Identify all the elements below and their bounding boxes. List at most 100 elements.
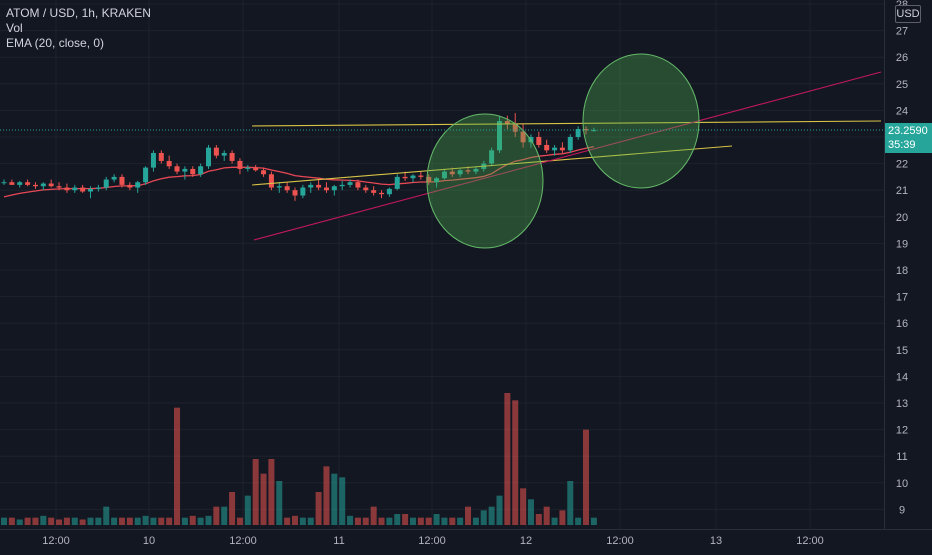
candle-body	[292, 190, 298, 196]
volume-bar	[480, 510, 487, 525]
candle-body	[48, 183, 54, 187]
price-tick-label: 12	[896, 425, 908, 437]
price-tick-label: 19	[896, 238, 908, 250]
candle	[575, 126, 581, 140]
candle	[80, 184, 86, 193]
volume-bar	[221, 506, 228, 525]
candle-body	[213, 147, 219, 156]
candle	[1, 179, 7, 185]
volume-bar	[166, 517, 173, 525]
volume-bar	[575, 517, 582, 525]
candle-body	[489, 150, 495, 164]
volume-bar	[126, 517, 133, 525]
candle-body	[127, 184, 133, 188]
time-tick-label: 12:00	[42, 535, 70, 547]
trendline-red[interactable]	[253, 71, 882, 241]
candle-body	[583, 129, 589, 131]
price-tick-label: 9	[899, 504, 905, 516]
candle-body	[284, 186, 290, 191]
price-tick-label: 10	[896, 478, 908, 490]
drawings[interactable]	[251, 53, 882, 249]
candle	[426, 174, 432, 185]
candle	[276, 182, 282, 193]
candle-body	[308, 184, 314, 188]
candle-body	[25, 182, 31, 185]
candle-body	[434, 178, 440, 183]
candle	[292, 187, 298, 201]
volume-bar	[347, 515, 354, 525]
volume-bar	[386, 517, 393, 525]
time-tick-label: 12:00	[229, 535, 257, 547]
highlight-circle-right[interactable]	[582, 53, 700, 189]
candle-body	[323, 187, 329, 191]
volume-bar	[292, 515, 299, 525]
volume-indicator-label[interactable]: Vol	[6, 21, 23, 35]
candle-body	[402, 176, 408, 179]
candle	[308, 182, 314, 193]
volume-bar	[307, 517, 314, 525]
candle-body	[135, 182, 141, 188]
trendline-yellow-upper[interactable]	[251, 120, 882, 127]
symbol-title[interactable]: ATOM / USD, 1h, KRAKEN	[6, 6, 151, 20]
candle-body	[72, 187, 78, 191]
candle-body	[371, 190, 377, 193]
ema-indicator-label[interactable]: EMA (20, close, 0)	[6, 36, 105, 50]
highlight-circle-left[interactable]	[426, 113, 544, 249]
candle-body	[88, 188, 94, 192]
volume-bar	[252, 459, 259, 525]
candle	[205, 144, 211, 169]
candle	[536, 131, 542, 148]
candle-body	[221, 152, 227, 156]
candle-body	[268, 174, 274, 188]
currency-button[interactable]: USD	[895, 5, 921, 23]
candle-body	[457, 170, 463, 175]
volume-bar	[299, 517, 306, 525]
volume-bar	[111, 517, 118, 525]
candle	[253, 164, 259, 172]
time-tick-label: 11	[333, 535, 344, 547]
volume-bar	[402, 514, 409, 525]
volume-bar	[339, 477, 346, 525]
candle	[64, 183, 70, 193]
volume-bar	[496, 495, 503, 525]
bar-countdown: 35:39	[888, 139, 916, 151]
price-axis[interactable]: 282726252423222120191817161514131211109	[896, 0, 908, 516]
volume-bar	[441, 517, 448, 525]
volume-bar	[32, 517, 39, 525]
candle	[190, 166, 196, 177]
candle-body	[316, 184, 322, 188]
last-price-value: 23.2590	[888, 125, 928, 137]
candle-body	[143, 167, 149, 183]
volume-bar	[284, 517, 291, 525]
volume-bar	[244, 495, 251, 525]
volume-bar	[95, 517, 102, 525]
volume-bar	[229, 492, 236, 525]
candle	[441, 168, 447, 180]
volume-bar	[87, 517, 94, 525]
candle-body	[261, 170, 267, 175]
price-tick-label: 24	[896, 105, 908, 117]
volume-bars	[1, 393, 597, 525]
volume-bar	[276, 481, 283, 525]
volume-bar	[583, 429, 590, 525]
time-axis[interactable]: 12:00 10 12:00 11 12:00 12 12:00 13 12:00	[42, 535, 824, 547]
candle	[237, 158, 243, 175]
volume-bar	[150, 517, 157, 525]
candle-body	[64, 187, 70, 191]
price-tick-label: 16	[896, 318, 908, 330]
volume-bar	[417, 517, 424, 525]
candle	[48, 179, 54, 188]
candle	[331, 184, 337, 196]
candle-body	[32, 184, 38, 187]
candle	[591, 127, 597, 132]
candle	[559, 142, 565, 153]
candle	[316, 179, 322, 191]
candle	[166, 155, 172, 169]
candle	[300, 184, 306, 199]
candle-body	[386, 188, 392, 195]
trendline-yellow-lower[interactable]	[251, 145, 733, 186]
candle	[198, 163, 204, 177]
time-tick-label: 12:00	[418, 535, 446, 547]
